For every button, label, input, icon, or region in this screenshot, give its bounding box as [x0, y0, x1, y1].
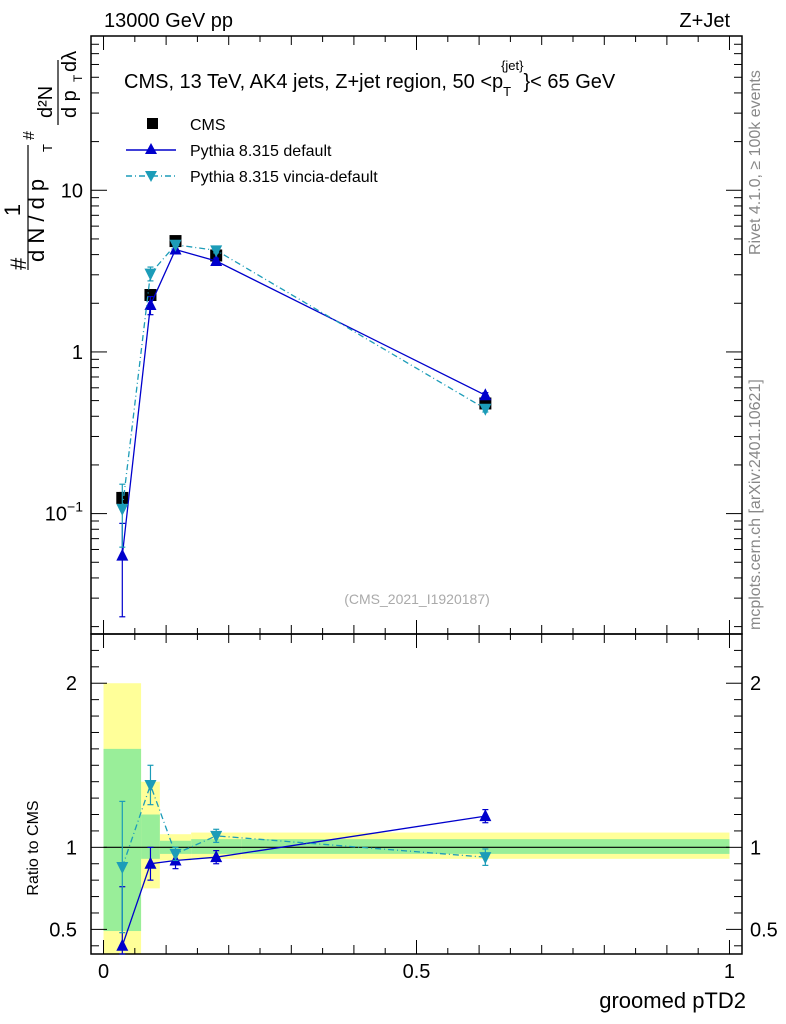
main-series-line-default	[121, 248, 486, 556]
ylabel-hash-a: #	[6, 257, 31, 270]
main-point-vincia	[116, 503, 129, 516]
main-series-line-vincia	[121, 244, 486, 509]
ratio-point-default	[479, 809, 492, 822]
ratio-point-vincia	[210, 830, 223, 843]
main-y-axis-label: # 1 d N / d p T # d²N d p T dλ	[0, 51, 85, 270]
main-title-text: CMS, 13 TeV, AK4 jets, Z+jet region, 50 …	[124, 58, 616, 99]
legend-vincia-marker	[145, 171, 157, 182]
ylabel-frac-bottom: d N / d p	[24, 179, 49, 262]
main-title: CMS, 13 TeV, AK4 jets, Z+jet region, 50 …	[124, 58, 616, 99]
x-tick-label: 0	[98, 961, 109, 983]
ratio-y-axis-label: Ratio to CMS	[25, 800, 42, 895]
rivet-version-label: Rivet 4.1.0, ≥ 100k events	[747, 70, 764, 255]
ylabel-frac-top: 1	[0, 204, 25, 216]
ylabel-frac-bottom-sub: T	[40, 144, 55, 152]
ylabel-dlambda: dλ	[59, 51, 81, 72]
main-point-default	[479, 388, 492, 401]
x-axis-label: groomed pTD2	[599, 988, 746, 1013]
legend-cms-label: CMS	[190, 117, 226, 134]
header-energy-label: 13000 GeV pp	[104, 10, 233, 32]
legend-vincia-label: Pythia 8.315 vincia-default	[190, 169, 378, 186]
x-tick-label: 1	[724, 961, 735, 983]
ratio-y-tick-label: 2	[66, 673, 77, 695]
ylabel-dpt-sub: T	[71, 74, 85, 82]
main-point-default	[210, 254, 223, 267]
ratio-panel-frame	[90, 633, 743, 955]
ratio-point-vincia	[116, 862, 129, 875]
main-point-vincia	[169, 239, 182, 252]
mcplots-source-label: mcplots.cern.ch [arXiv:2401.10621]	[747, 379, 764, 630]
main-point-vincia	[479, 403, 492, 416]
ratio-band-inner-3	[191, 839, 242, 854]
legend: CMS Pythia 8.315 default Pythia 8.315 vi…	[126, 117, 378, 186]
ratio-y-tick-label: 1	[66, 837, 77, 859]
ratio-y-tick-label-right: 2	[750, 673, 761, 695]
legend-cms-marker	[147, 118, 158, 129]
ratio-point-vincia	[169, 848, 182, 861]
main-y-tick-label: 10	[61, 180, 83, 202]
main-panel-frame	[90, 35, 743, 635]
header-process-label: Z+Jet	[679, 10, 730, 32]
main-y-tick-label: 10−1	[45, 499, 83, 526]
ylabel-hash-b: #	[21, 131, 38, 140]
ratio-point-vincia	[144, 779, 157, 792]
ratio-band-inner-4	[241, 839, 730, 854]
ratio-point-vincia	[479, 852, 492, 865]
analysis-watermark: (CMS_2021_I1920187)	[344, 591, 490, 607]
ylabel-dpt: d p	[59, 90, 81, 118]
main-point-vincia	[210, 245, 223, 258]
legend-default-label: Pythia 8.315 default	[190, 143, 332, 160]
chart-marks: 0 0.5 1 10−1 1 10 0.5 0.5 1 1 2 2	[45, 35, 778, 983]
ratio-y-tick-label-right: 1	[750, 837, 761, 859]
main-point-vincia	[144, 268, 157, 281]
ratio-point-default	[144, 856, 157, 869]
main-point-default	[144, 298, 157, 311]
x-tick-label: 0.5	[403, 961, 431, 983]
ylabel-d2n: d²N	[35, 86, 57, 118]
ratio-point-default	[210, 850, 223, 863]
ratio-point-default	[116, 938, 129, 951]
ratio-y-tick-label: 0.5	[49, 919, 77, 941]
main-point-default	[116, 548, 129, 561]
main-y-tick-label: 1	[72, 342, 83, 364]
ratio-y-tick-label-right: 0.5	[750, 919, 778, 941]
legend-default-marker	[145, 143, 157, 154]
